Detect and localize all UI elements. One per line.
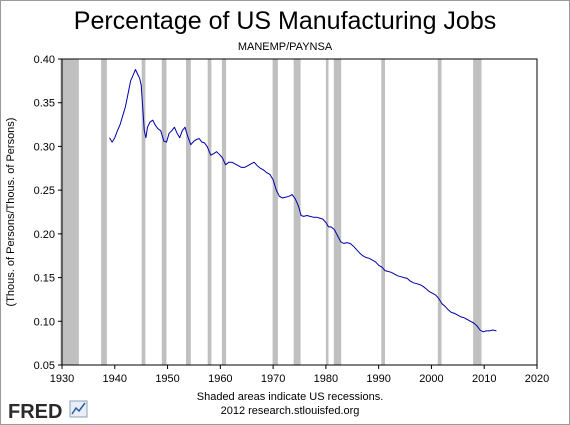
- x-tick-label: 2000: [419, 373, 443, 385]
- recession-band: [186, 59, 191, 365]
- x-tick-label: 1960: [208, 373, 232, 385]
- recession-band: [101, 59, 107, 365]
- y-tick-label: 0.35: [34, 98, 55, 110]
- x-tick-label: 2020: [525, 373, 549, 385]
- x-tick-label: 1980: [314, 373, 338, 385]
- recession-shading: [60, 59, 482, 365]
- recession-band: [272, 59, 278, 365]
- source-note: 2012 research.stlouisfed.org: [221, 405, 360, 417]
- x-axis: 1930 1940 1950 1960 1970 1980 1990 2000 2010 2020: [50, 365, 549, 385]
- chart-subtitle: MANEMP/PAYNSA: [238, 41, 333, 53]
- recession-band: [381, 59, 385, 365]
- recession-band: [60, 59, 79, 365]
- recession-band: [207, 59, 212, 365]
- y-tick-label: 0.15: [34, 273, 55, 285]
- recession-band: [293, 59, 301, 365]
- x-tick-label: 1940: [103, 373, 127, 385]
- plot-area: [61, 58, 538, 366]
- recession-band: [437, 59, 442, 365]
- recession-band: [141, 59, 146, 365]
- recession-band: [161, 59, 167, 365]
- series-line: [109, 69, 497, 333]
- y-tick-label: 0.05: [34, 360, 55, 372]
- fred-logo-text: FRED: [8, 401, 62, 423]
- y-tick-label: 0.30: [34, 141, 55, 153]
- recession-band: [333, 59, 342, 365]
- fred-logo-graph-icon: [69, 400, 88, 418]
- fred-logo: FRED: [8, 400, 88, 423]
- y-tick-label: 0.25: [34, 185, 55, 197]
- y-axis: 0.05 0.10 0.15 0.20 0.25 0.30 0.35 0.40: [34, 54, 62, 372]
- recession-band: [221, 59, 227, 365]
- chart-title: Percentage of US Manufacturing Jobs: [74, 7, 496, 35]
- y-tick-label: 0.10: [34, 316, 55, 328]
- recession-band: [473, 59, 482, 365]
- x-tick-label: 2010: [472, 373, 496, 385]
- y-tick-label: 0.20: [34, 229, 55, 241]
- x-tick-label: 1970: [261, 373, 285, 385]
- recession-band: [325, 59, 329, 365]
- recession-note: Shaded areas indicate US recessions.: [197, 391, 384, 403]
- x-tick-label: 1990: [366, 373, 390, 385]
- x-tick-label: 1950: [155, 373, 179, 385]
- y-axis-label: (Thous. of Persons/Thous. of Persons): [5, 118, 17, 307]
- x-tick-label: 1930: [50, 373, 74, 385]
- y-tick-label: 0.40: [34, 54, 55, 66]
- series-layer: [109, 69, 497, 333]
